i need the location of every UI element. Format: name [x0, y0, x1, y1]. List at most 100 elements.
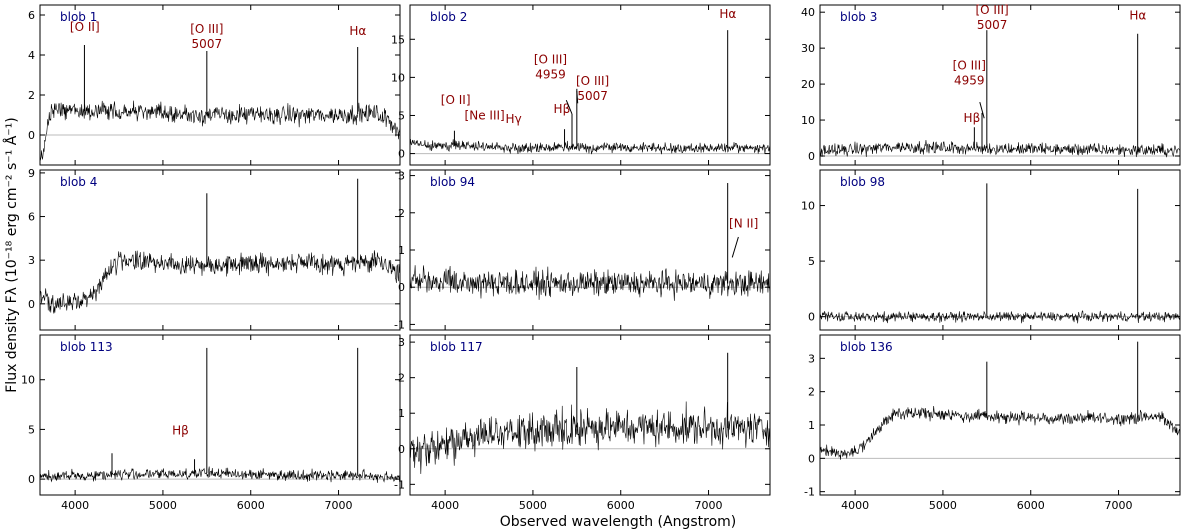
x-tick-label: 4000: [841, 499, 869, 512]
y-tick-label: 1: [398, 407, 405, 420]
y-tick-label: 0: [28, 298, 35, 311]
spectrum-line: [820, 406, 1180, 460]
spectrum-line: [820, 139, 1180, 158]
y-tick-label: -1: [394, 318, 405, 331]
panel-blob-3: 0 10 20 30 40 blob 3 [O III] 5007 [O III] 4959 Hβ H…: [801, 3, 1181, 166]
y-tick-label: 10: [801, 114, 815, 127]
x-tick-label: 6000: [607, 499, 635, 512]
panel-frame: [409, 4, 771, 166]
panel-blob-117: -1 0 1 2 3 4000 5000 6000 7000 blob 117: [394, 334, 771, 512]
blob-label: blob 2: [430, 10, 467, 24]
y-tick-label: 0: [28, 473, 35, 486]
y-tick-label: -1: [804, 486, 815, 499]
blob-label: blob 94: [430, 175, 475, 189]
y-tick-label: 4: [28, 49, 35, 62]
emission-line-label: [O III] 5007: [576, 74, 609, 103]
x-tick-label: 6000: [237, 499, 265, 512]
spectrum-line: [40, 466, 400, 483]
emission-line-label: Hα: [349, 24, 366, 38]
y-tick-label: 0: [808, 150, 815, 163]
emission-line-label: Hβ: [964, 111, 981, 125]
emission-line-label: [Ne III]: [465, 108, 505, 122]
y-tick-label: 2: [398, 372, 405, 385]
x-tick-label: 7000: [695, 499, 723, 512]
y-tick-label: 10: [391, 71, 405, 84]
y-tick-label: 9: [28, 167, 35, 180]
annotation-leader: [576, 91, 579, 104]
x-tick-label: 5000: [149, 499, 177, 512]
blob-label: blob 1: [60, 10, 97, 24]
emission-line-label: [O II]: [70, 20, 100, 34]
x-tick-label: 7000: [325, 499, 353, 512]
y-tick-label: 3: [808, 352, 815, 365]
y-tick-label: 1: [808, 419, 815, 432]
y-tick-label: 40: [801, 6, 815, 19]
spectrum-line: [410, 401, 770, 474]
y-tick-label: 0: [398, 281, 405, 294]
x-tick-label: 4000: [431, 499, 459, 512]
panel-frame: [39, 4, 401, 166]
spectrum-line: [410, 138, 770, 155]
panel-frame: [819, 334, 1181, 496]
y-tick-label: 0: [808, 311, 815, 324]
panel-blob-4: 0 3 6 9 blob 4: [28, 167, 401, 331]
emission-line-label: [O III] 4959: [953, 59, 986, 88]
blob-label: blob 136: [840, 340, 893, 354]
annotation-leader: [731, 236, 739, 258]
emission-line-label: [O II]: [441, 93, 471, 107]
emission-line-label: Hβ: [172, 423, 189, 437]
y-tick-label: 3: [398, 336, 405, 349]
y-tick-label: -1: [394, 478, 405, 491]
panel-blob-2: 0 5 10 15 blob 2 [O II][Ne III] Hγ [O III] 4959 H…: [391, 4, 771, 166]
panel-blob-113: 0 5 10 4000 5000 6000 7000 blob 113 Hβ: [21, 334, 401, 512]
emission-line-label: [O III] 5007: [975, 3, 1008, 32]
y-tick-label: 1: [398, 244, 405, 257]
panel-blob-136: -1 0 1 2 3 4000 5000 6000 7000 blob 136: [804, 334, 1181, 512]
panel-frame: [819, 169, 1181, 331]
y-tick-label: 10: [801, 200, 815, 213]
spectrum-line: [40, 100, 400, 161]
y-tick-label: 0: [808, 452, 815, 465]
spectrum-line: [40, 250, 400, 314]
panel-frame: [409, 169, 771, 331]
y-tick-label: 6: [28, 9, 35, 22]
emission-line-label: [O III] 5007: [190, 22, 223, 51]
panel-frame: [819, 4, 1181, 166]
y-tick-label: 5: [28, 423, 35, 436]
blob-label: blob 3: [840, 10, 877, 24]
panel-frame: [39, 169, 401, 331]
y-tick-label: 5: [398, 109, 405, 122]
y-tick-label: 0: [398, 148, 405, 161]
y-tick-label: 30: [801, 42, 815, 55]
y-tick-label: 5: [808, 255, 815, 268]
blob-label: blob 117: [430, 340, 483, 354]
y-tick-label: 15: [391, 33, 405, 46]
emission-line-label: Hα: [1129, 8, 1146, 22]
blob-label: blob 98: [840, 175, 885, 189]
x-tick-label: 5000: [929, 499, 957, 512]
annotation-leader: [565, 100, 573, 115]
y-tick-label: 0: [398, 443, 405, 456]
spectrum-line: [820, 310, 1180, 324]
x-tick-label: 6000: [1017, 499, 1045, 512]
x-tick-label: 4000: [61, 499, 89, 512]
x-axis-title: Observed wavelength (Angstrom): [500, 514, 737, 530]
panel-blob-94: -1 0 1 2 3 blob 94 [N II]: [394, 169, 771, 331]
y-tick-label: 6: [28, 211, 35, 224]
emission-line-label: Hβ: [554, 102, 571, 116]
panel-frame: [409, 334, 771, 496]
y-tick-label: 2: [808, 386, 815, 399]
y-tick-label: 20: [801, 78, 815, 91]
y-tick-label: 3: [398, 170, 405, 183]
y-tick-label: 3: [28, 254, 35, 267]
x-tick-label: 7000: [1105, 499, 1133, 512]
annotation-leader: [979, 101, 985, 119]
y-tick-label: 2: [398, 207, 405, 220]
blob-label: blob 4: [60, 175, 97, 189]
y-tick-label: 2: [28, 89, 35, 102]
emission-line-label: Hα: [719, 7, 736, 21]
emission-line-label: Hγ: [506, 112, 522, 126]
spectrum-line: [410, 265, 770, 301]
y-tick-label: 10: [21, 374, 35, 387]
blob-label: blob 113: [60, 340, 113, 354]
